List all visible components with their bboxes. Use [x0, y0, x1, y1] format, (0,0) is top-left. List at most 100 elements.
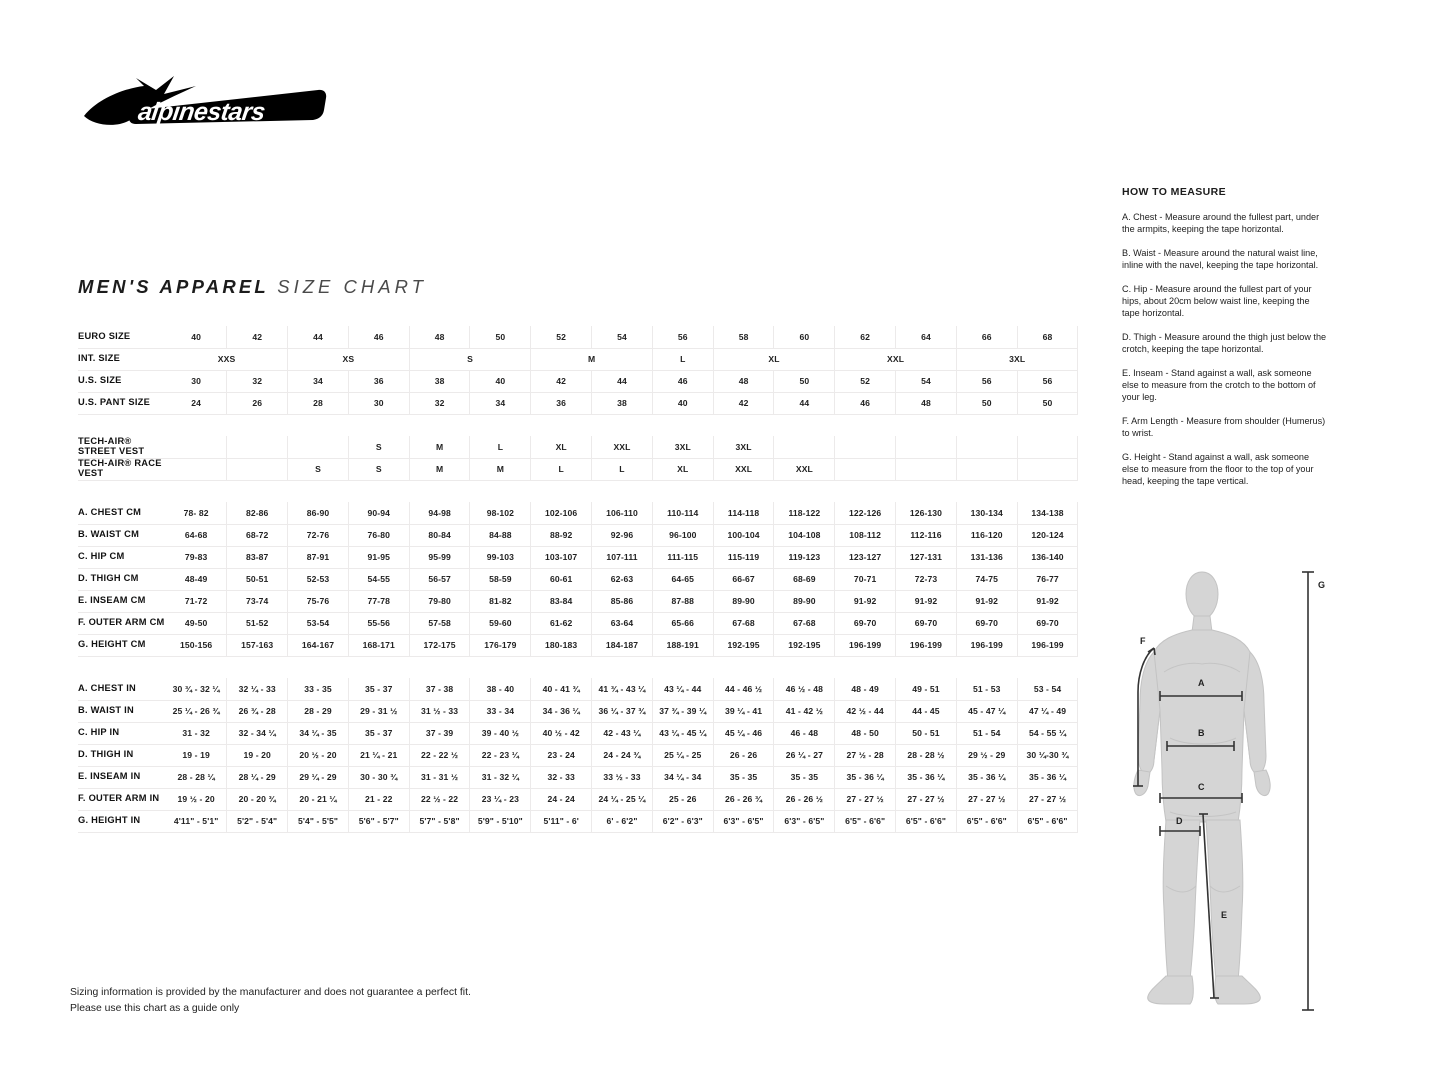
table-cell: 35 - 36 ¼ — [1017, 766, 1079, 788]
table-cell — [226, 458, 289, 480]
table-cell: 114-118 — [713, 502, 775, 524]
table-cell: 42 — [226, 326, 289, 348]
table-cell: 40 ½ - 42 — [530, 722, 593, 744]
table-cell: 37 ¾ - 39 ¼ — [652, 700, 714, 722]
table-cell: 136-140 — [1017, 546, 1079, 568]
row-label: E. INSEAM IN — [78, 771, 141, 782]
table-cell: 116-120 — [956, 524, 1018, 546]
table-cell: 60-61 — [530, 568, 593, 590]
table-cell: 19 - 20 — [226, 744, 289, 766]
table-row: E. INSEAM IN 28 - 28 ¼ 28 ¼ - 29 29 ¼ - 29 3… — [78, 766, 1079, 788]
table-spacer-row — [78, 480, 1078, 502]
table-cell: 19 ½ - 20 — [166, 788, 228, 810]
table-cell: 134-138 — [1017, 502, 1079, 524]
table-cell: 89-90 — [773, 590, 836, 612]
table-cell: 51 - 53 — [956, 678, 1018, 700]
table-cell: 180-183 — [530, 634, 593, 656]
table-cell: 61-62 — [530, 612, 593, 634]
table-cell: 123-127 — [834, 546, 897, 568]
table-cell: 69-70 — [1017, 612, 1079, 634]
table-cell: 30 ¾ - 32 ¼ — [166, 678, 228, 700]
table-cell: 83-87 — [226, 546, 289, 568]
body-silhouette — [1133, 571, 1271, 1005]
table-cell: 49-50 — [166, 612, 228, 634]
how-to-measure-item-1: B. Waist - Measure around the natural wa… — [1122, 248, 1319, 270]
table-cell: 122-126 — [834, 502, 897, 524]
table-cell: L — [591, 458, 653, 480]
table-cell: 131-136 — [956, 546, 1018, 568]
table-cell — [287, 436, 349, 458]
table-cell: 33 - 35 — [287, 678, 349, 700]
table-cell: 28 - 29 — [287, 700, 349, 722]
table-spacer-row — [78, 414, 1078, 436]
table-cell: 31 - 32 ¼ — [469, 766, 532, 788]
table-cell: 91-95 — [348, 546, 410, 568]
table-cell: 56 — [1017, 370, 1079, 392]
table-cell: 3XL — [956, 348, 1079, 370]
figure-label-a: A — [1198, 678, 1205, 688]
table-cell: 35 - 37 — [348, 722, 410, 744]
table-cell: 76-80 — [348, 524, 410, 546]
table-cell: 46 — [348, 326, 410, 348]
table-cell: 43 ¼ - 44 — [652, 678, 714, 700]
table-cell: 32 ¼ - 33 — [226, 678, 289, 700]
table-cell: 63-64 — [591, 612, 653, 634]
row-label: G. HEIGHT IN — [78, 815, 141, 826]
table-cell: M — [409, 458, 471, 480]
table-cell: 29 ½ - 29 — [956, 744, 1018, 766]
table-cell: 42 - 43 ¼ — [591, 722, 653, 744]
row-label: U.S. PANT SIZE — [78, 397, 151, 408]
figure-label-d: D — [1176, 816, 1183, 826]
table-cell: 74-75 — [956, 568, 1018, 590]
table-cell: 196-199 — [895, 634, 957, 656]
table-cell: 94-98 — [409, 502, 471, 524]
table-cell: 127-131 — [895, 546, 957, 568]
table-cell: 26 ¼ - 27 — [773, 744, 836, 766]
table-cell: 45 ¼ - 46 — [713, 722, 775, 744]
table-cell: 35 - 36 ¼ — [956, 766, 1018, 788]
table-row: A. CHEST CM 78- 82 82-86 86-90 90-94 94-98 98-… — [78, 502, 1079, 524]
table-cell: M — [530, 348, 653, 370]
table-cell: 23 - 24 — [530, 744, 593, 766]
row-label: D. THIGH CM — [78, 573, 139, 584]
table-cell: 26 - 26 — [713, 744, 775, 766]
table-cell: 111-115 — [652, 546, 714, 568]
table-cell: 30 — [166, 370, 228, 392]
figure-label-b: B — [1198, 728, 1205, 738]
table-cell: 88-92 — [530, 524, 593, 546]
table-cell: 22 - 23 ¼ — [469, 744, 532, 766]
table-cell: 5'9" - 5'10" — [469, 810, 532, 832]
table-cell: 50 — [469, 326, 532, 348]
table-cell: 31 - 32 — [166, 722, 228, 744]
table-cell: 53-54 — [287, 612, 349, 634]
table-cell: 67-68 — [713, 612, 775, 634]
table-row: D. THIGH IN 19 - 19 19 - 20 20 ½ - 20 21 ¼ -… — [78, 744, 1079, 766]
table-cell: 68-69 — [773, 568, 836, 590]
table-cell: S — [287, 458, 349, 480]
table-cell: 78- 82 — [166, 502, 228, 524]
table-cell: 42 ½ - 44 — [834, 700, 897, 722]
table-cell: 77-78 — [348, 590, 410, 612]
table-cell: 65-66 — [652, 612, 714, 634]
table-cell: 31 ½ - 33 — [409, 700, 471, 722]
row-label: INT. SIZE — [78, 353, 121, 364]
table-cell: 54-55 — [348, 568, 410, 590]
table-cell: 32 - 34 ¼ — [226, 722, 289, 744]
table-cell — [956, 458, 1018, 480]
table-cell: 35 - 36 ¼ — [834, 766, 897, 788]
row-label: F. OUTER ARM CM — [78, 617, 165, 628]
table-cell: 87-91 — [287, 546, 349, 568]
table-cell: 46 — [834, 392, 897, 414]
table-cell: 24 - 24 — [530, 788, 593, 810]
figure-label-g: G — [1318, 580, 1325, 590]
table-cell: 35 - 36 ¼ — [895, 766, 957, 788]
table-cell: 104-108 — [773, 524, 836, 546]
table-cell: 56 — [956, 370, 1018, 392]
table-cell: 6'5" - 6'6" — [956, 810, 1018, 832]
table-cell: 54 - 55 ¼ — [1017, 722, 1079, 744]
table-cell: 41 ¾ - 43 ¼ — [591, 678, 653, 700]
table-cell: 62-63 — [591, 568, 653, 590]
table-cell: 52 — [834, 370, 897, 392]
table-cell: 40 — [652, 392, 714, 414]
table-cell: 196-199 — [834, 634, 897, 656]
